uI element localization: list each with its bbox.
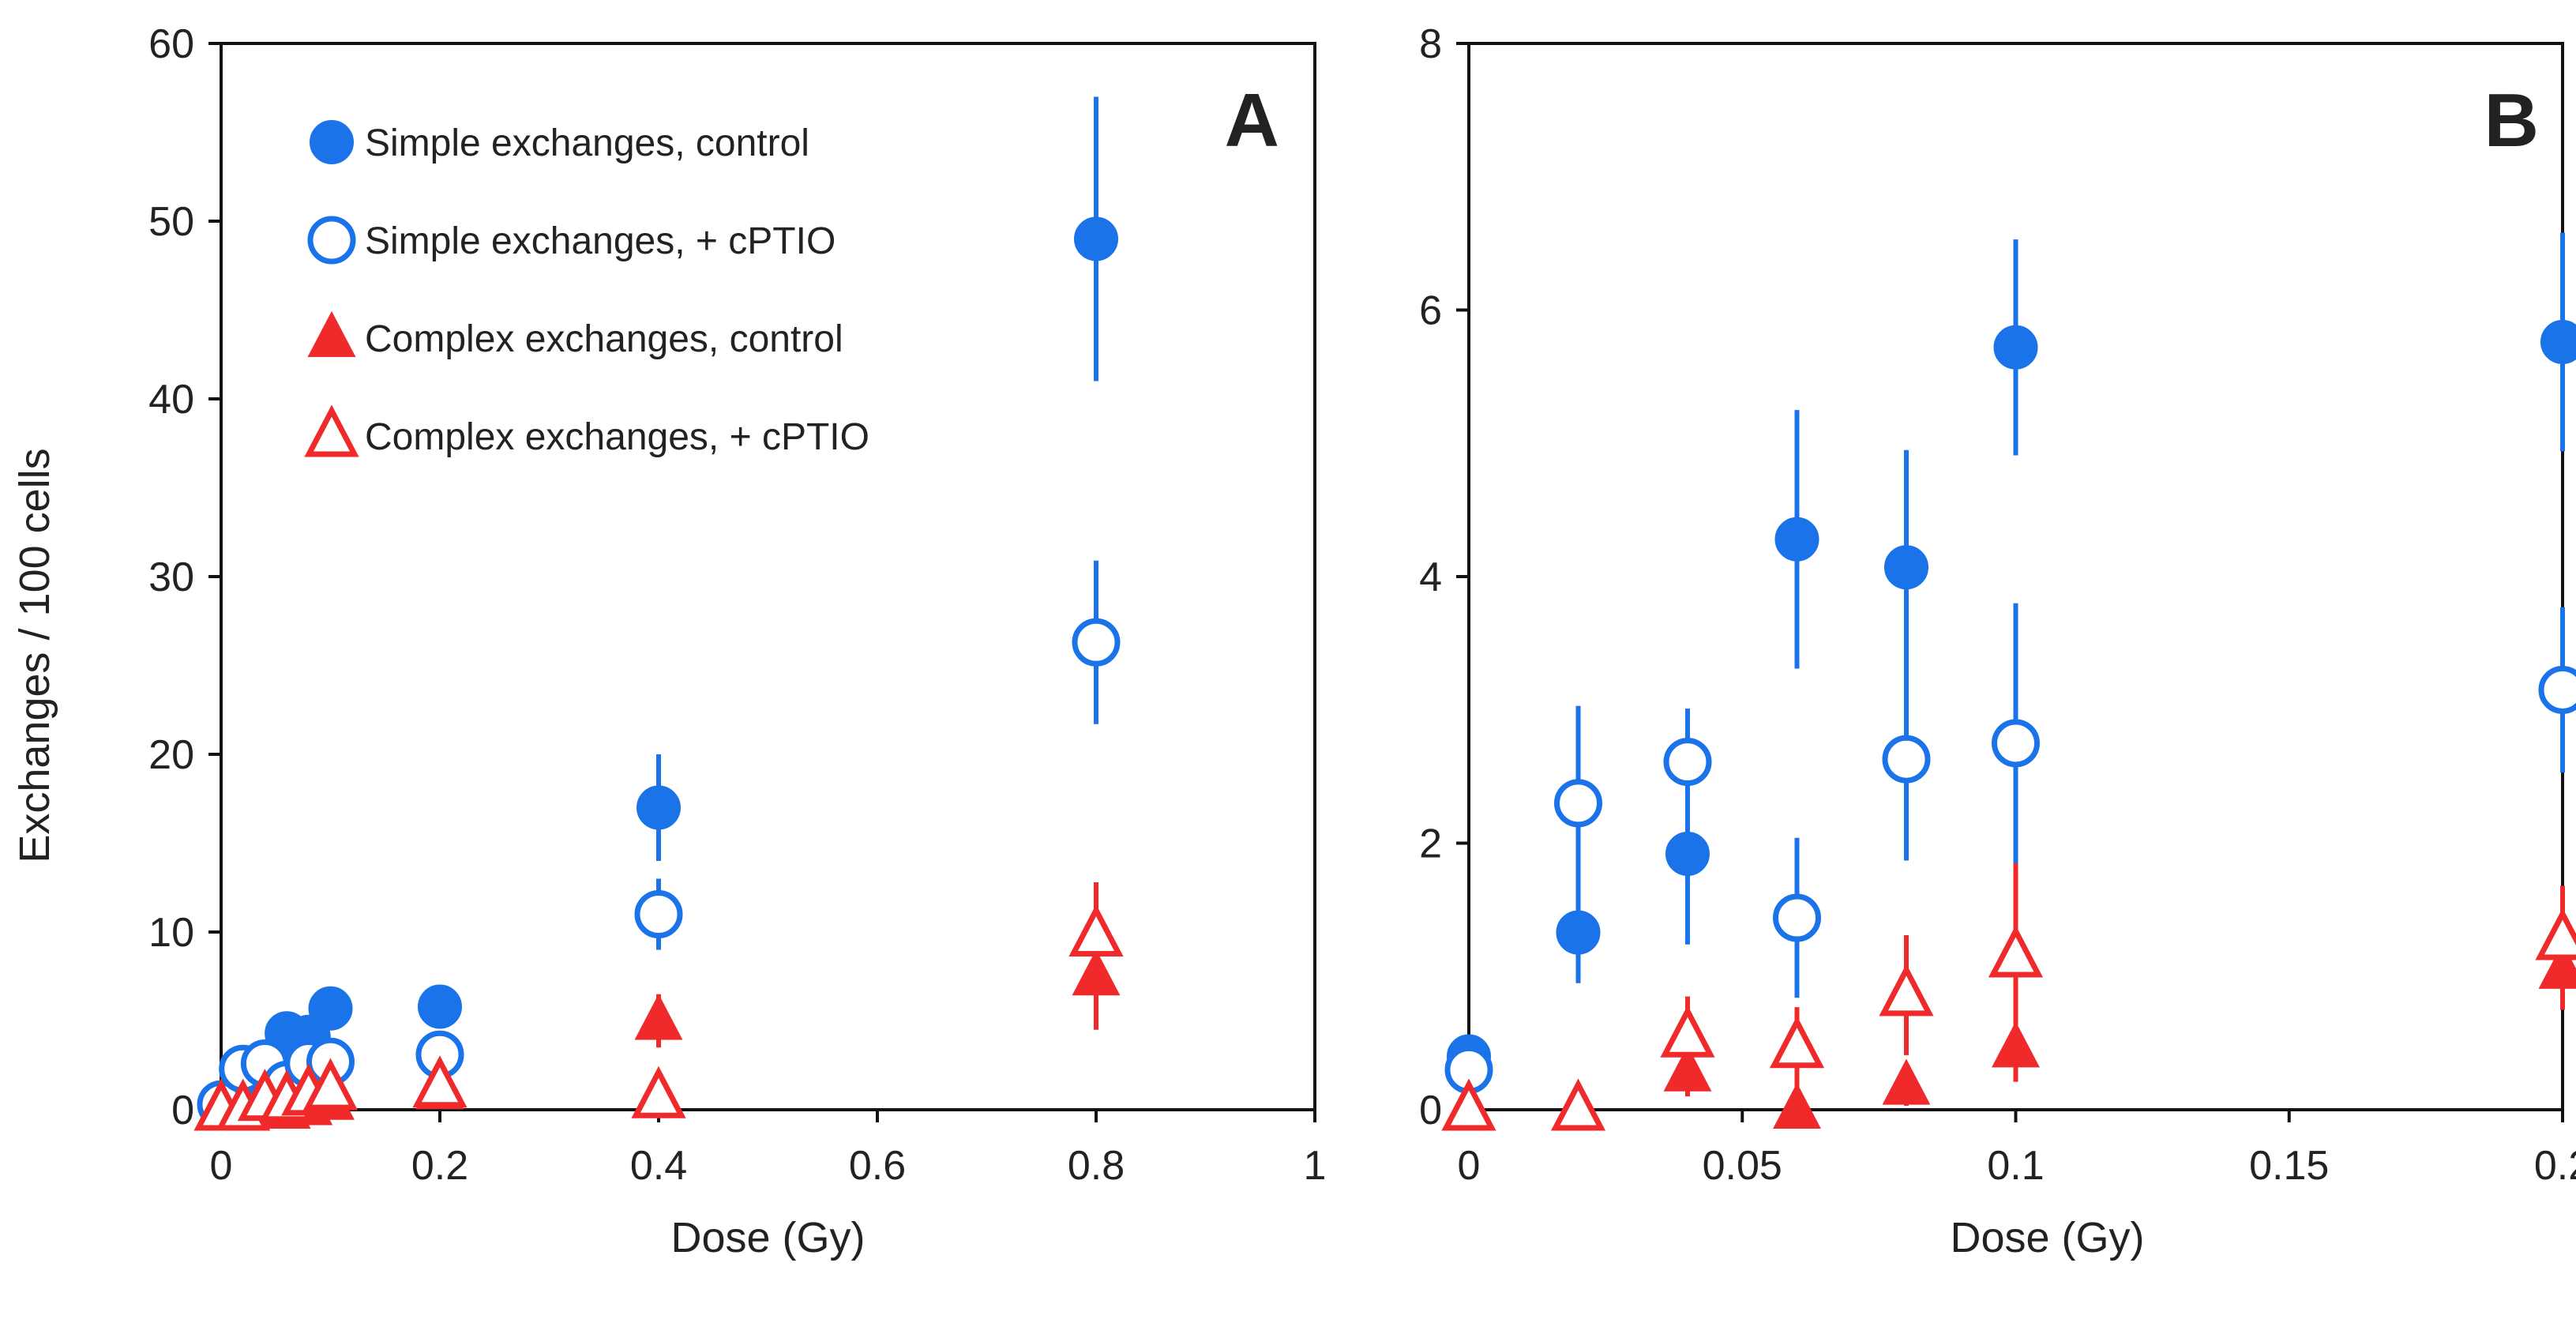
x-tick-label: 0.2 — [411, 1143, 468, 1189]
data-point — [308, 986, 353, 1031]
legend: Simple exchanges, control Simple exchange… — [304, 120, 869, 458]
data-point — [1988, 925, 2044, 978]
y-tick-label: 30 — [148, 554, 194, 600]
data-point — [1665, 832, 1710, 876]
data-point — [302, 1058, 359, 1111]
x-tick-label: 0.05 — [1703, 1143, 1782, 1189]
data-point — [1068, 904, 1124, 957]
data-point — [1774, 517, 1819, 562]
x-tick-label: 0.4 — [630, 1143, 687, 1189]
panel-letter: A — [1225, 78, 1279, 163]
x-tick-label: 1 — [1304, 1143, 1327, 1189]
data-point — [1660, 1005, 1715, 1058]
data-point — [1773, 893, 1821, 942]
legend-item: Complex exchanges, + cPTIO — [304, 404, 869, 458]
plot-frame — [220, 42, 1316, 1111]
data-point — [636, 785, 681, 830]
data-point — [1882, 1058, 1931, 1105]
legend-marker — [307, 310, 356, 358]
y-tick-label: 0 — [171, 1088, 194, 1133]
data-point — [418, 984, 462, 1029]
x-tick-label: 0 — [1458, 1143, 1481, 1189]
data-point — [1074, 216, 1118, 261]
data-point — [1550, 1078, 1606, 1131]
y-tick-label: 2 — [1419, 821, 1442, 867]
x-tick-label: 0.15 — [2249, 1143, 2329, 1189]
panel-letter: B — [2484, 78, 2539, 163]
data-point — [634, 890, 683, 938]
data-point — [2540, 320, 2576, 364]
y-tick-label: 10 — [148, 910, 194, 956]
data-point — [1993, 325, 2038, 370]
x-axis-title: Dose (Gy) — [670, 1214, 865, 1261]
data-point — [1072, 618, 1121, 667]
panel-b: 0 2 4 6 8 0 0.05 0.1 0.15 0.2 Dose (Gy) B — [1419, 21, 2576, 1261]
x-axis-title: Dose (Gy) — [1950, 1214, 2144, 1261]
x-tick-label: 0 — [210, 1143, 233, 1189]
y-tick-label: 6 — [1419, 288, 1442, 334]
legend-item: Simple exchanges, control — [310, 120, 809, 164]
legend-label: Simple exchanges, control — [365, 122, 809, 164]
data-point — [631, 1066, 686, 1118]
data-point — [1441, 1078, 1496, 1131]
data-point — [1882, 735, 1931, 784]
y-tick-label: 50 — [148, 199, 194, 245]
legend-marker — [304, 404, 359, 457]
y-tick-label: 40 — [148, 377, 194, 423]
series-circle-open — [1444, 603, 2576, 1094]
data-point — [1992, 719, 2040, 768]
legend-label: Simple exchanges, + cPTIO — [365, 220, 836, 262]
x-tick-label: 0.1 — [1987, 1143, 2044, 1189]
legend-label: Complex exchanges, control — [365, 318, 843, 360]
data-point — [1556, 910, 1601, 955]
y-tick-label: 4 — [1419, 554, 1442, 600]
data-point — [2538, 665, 2576, 714]
x-tick-label: 0.2 — [2534, 1143, 2576, 1189]
x-tick-label: 0.8 — [1068, 1143, 1125, 1189]
data-point — [634, 994, 683, 1040]
series-triangle-open — [193, 882, 1124, 1131]
data-point — [1879, 964, 1934, 1017]
legend-marker — [310, 120, 354, 164]
y-tick-label: 60 — [148, 21, 194, 67]
data-point — [1554, 779, 1602, 828]
data-point — [1773, 1082, 1821, 1129]
y-axis-title: Exchanges / 100 cells — [11, 448, 58, 863]
data-point — [1769, 1016, 1825, 1069]
data-point — [1663, 738, 1712, 787]
y-tick-label: 20 — [148, 732, 194, 778]
series-triangle-open — [1441, 863, 2576, 1131]
y-tick-label: 0 — [1419, 1088, 1442, 1133]
data-point — [2535, 908, 2576, 960]
y-tick-label: 8 — [1419, 21, 1442, 67]
legend-label: Complex exchanges, + cPTIO — [365, 416, 869, 458]
legend-marker — [307, 216, 356, 265]
data-point — [1884, 545, 1928, 590]
panel-a: 0 10 20 30 40 50 60 0 0.2 0.4 0.6 0.8 1 Dose (Gy) A — [148, 21, 1326, 1261]
x-tick-label: 0.6 — [849, 1143, 906, 1189]
legend-item: Simple exchanges, + cPTIO — [307, 216, 836, 265]
data-point — [412, 1055, 468, 1108]
legend-item: Complex exchanges, control — [307, 310, 843, 360]
